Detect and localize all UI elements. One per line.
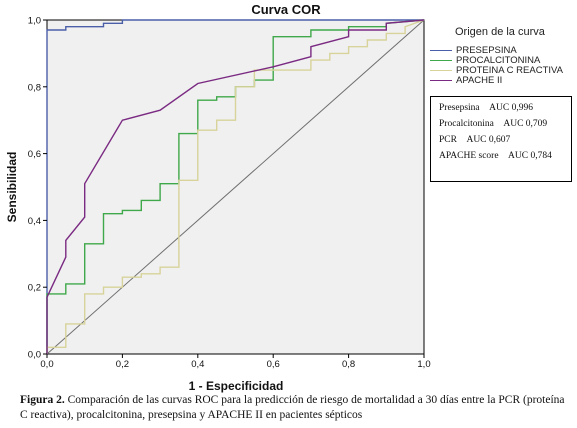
legend-item-procalcitonina: PROCALCITONINA — [430, 54, 563, 66]
auc-row: PCR AUC 0,607 — [439, 135, 511, 145]
legend-label: PROCALCITONINA — [456, 54, 541, 66]
x-tick-label: 0,2 — [116, 359, 129, 370]
y-axis-label: Sensibilidad — [5, 151, 19, 223]
auc-table: Presepsina AUC 0,996 Procalcitonina AUC 0… — [430, 96, 572, 182]
series-line-proteina-c-reactiva — [46, 19, 425, 354]
y-tick-label: 0,8 — [28, 82, 41, 93]
series-line-presepsina — [46, 19, 424, 354]
y-tick-label: 1,0 — [28, 16, 41, 27]
legend-swatch — [430, 59, 452, 61]
legend-label: PRESEPSINA — [456, 44, 517, 56]
y-tick-label: 0,6 — [28, 149, 41, 160]
reference-diagonal-line — [46, 19, 425, 355]
caption-text: Comparación de las curvas ROC para la pr… — [20, 394, 565, 421]
y-tick-label: 0,0 — [28, 350, 41, 361]
legend-swatch — [430, 69, 452, 71]
auc-row: Procalcitonina AUC 0,709 — [439, 119, 548, 129]
x-axis-label: 1 - Especificidad — [189, 379, 284, 393]
legend: PRESEPSINA PROCALCITONINA PROTEINA C REACT… — [430, 44, 563, 86]
series-line-apache-ii — [46, 19, 425, 354]
figure-caption: Figura 2. Comparación de las curvas ROC … — [20, 393, 575, 423]
legend-swatch — [430, 79, 452, 81]
auc-row: APACHE score AUC 0,784 — [439, 151, 552, 161]
x-tick-label: 0,8 — [342, 359, 355, 370]
auc-row: Presepsina AUC 0,996 — [439, 103, 533, 113]
x-tick-label: 0,0 — [40, 359, 53, 370]
legend-item-proteina-c-reactiva: PROTEINA C REACTIVA — [430, 64, 563, 76]
legend-item-apache-ii: APACHE II — [430, 74, 563, 86]
y-tick-label: 0,4 — [28, 216, 41, 227]
legend-item-presepsina: PRESEPSINA — [430, 44, 563, 56]
x-tick-label: 0,6 — [267, 359, 280, 370]
legend-title: Origen de la curva — [455, 26, 545, 38]
caption-prefix: Figura 2. — [20, 394, 65, 406]
x-tick-label: 0,4 — [191, 359, 204, 370]
legend-label: APACHE II — [456, 74, 503, 86]
chart-title: Curva COR — [251, 2, 321, 17]
legend-label: PROTEINA C REACTIVA — [456, 64, 563, 76]
y-tick-label: 0,2 — [28, 283, 41, 294]
legend-swatch — [430, 49, 452, 51]
x-tick-label: 1,0 — [417, 359, 430, 370]
